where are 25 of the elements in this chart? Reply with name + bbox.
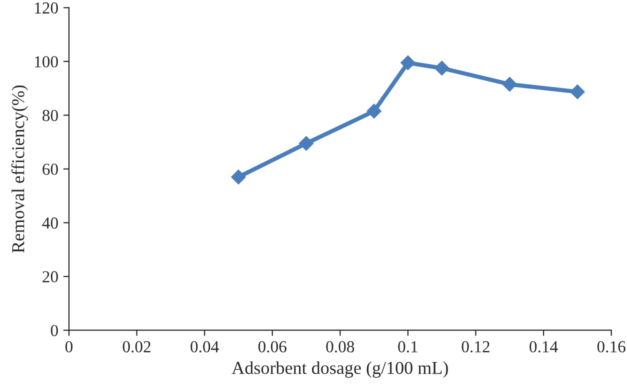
x-tick-label: 0 xyxy=(65,341,72,352)
x-tick-label: 0.12 xyxy=(462,341,490,352)
y-axis-title: Removal efficiency(%) xyxy=(11,85,28,253)
y-tick-label: 40 xyxy=(42,217,58,229)
x-tick-label: 0.04 xyxy=(190,341,219,352)
point xyxy=(434,60,450,76)
point xyxy=(366,104,382,119)
x-tick-label: 0.02 xyxy=(122,341,150,352)
y-tick-label: 20 xyxy=(42,271,58,282)
point xyxy=(298,136,314,151)
x-tick-label: 0.08 xyxy=(326,341,354,352)
point xyxy=(570,84,585,100)
y-tick-label: 100 xyxy=(35,56,58,68)
x-axis-title: Adsorbent dosage (g/100 mL) xyxy=(232,361,448,378)
point xyxy=(400,55,416,70)
point xyxy=(502,76,518,92)
x-tick-label: 0.16 xyxy=(597,341,626,352)
x-tick-label: 0.14 xyxy=(530,341,558,352)
x-tick-label: 0.06 xyxy=(258,341,286,352)
y-tick-label: 0 xyxy=(50,324,58,336)
y-tick-label: 60 xyxy=(42,164,58,175)
y-tick-label: 80 xyxy=(42,110,58,122)
y-tick-label: 120 xyxy=(35,2,58,14)
x-tick-label: 0.1 xyxy=(398,341,418,352)
point xyxy=(231,170,246,184)
